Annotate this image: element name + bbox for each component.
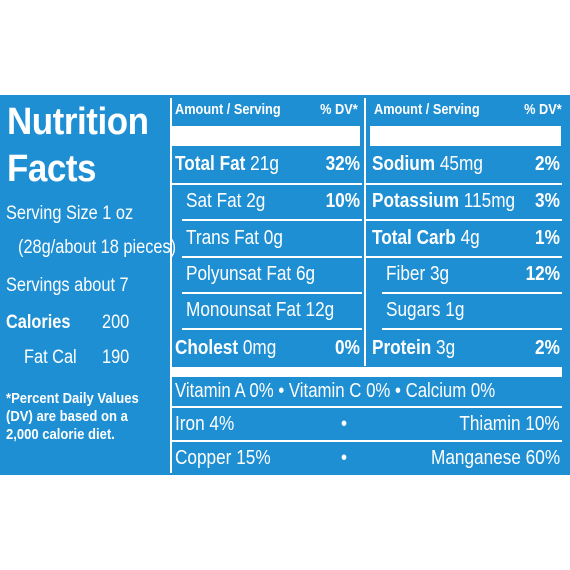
vitamin-row-sep — [172, 440, 562, 442]
nutrient-total-fat: Total Fat 21g — [175, 153, 279, 175]
amount-header-left: Amount / Serving — [175, 102, 281, 118]
bullet-separator: • — [341, 447, 348, 469]
row-sep — [366, 256, 562, 258]
row-sep — [182, 219, 362, 221]
nutrition-panel — [0, 95, 570, 475]
mineral-iron: Iron 4% — [175, 413, 235, 435]
nutrient-trans-fat: Trans Fat 0g — [186, 227, 283, 249]
calories-label: Calories — [6, 312, 71, 333]
dv-header-left: % DV* — [320, 102, 358, 118]
nutrient-sodium: Sodium 45mg — [372, 153, 483, 175]
mineral-manganese: Manganese 60% — [430, 447, 560, 469]
footnote-line-3: 2,000 calorie diet. — [6, 427, 115, 443]
nutrient-polyunsat-fat: Polyunsat Fat 6g — [186, 263, 316, 285]
nutrient-sugars: Sugars 1g — [386, 299, 465, 321]
serving-size-detail: (28g/about 18 pieces) — [18, 237, 177, 258]
amount-header-right: Amount / Serving — [374, 102, 480, 118]
vitamin-row-sep — [172, 406, 562, 408]
dv-header-right: % DV* — [524, 102, 562, 118]
row-sep — [182, 292, 362, 294]
dv-protein: 2% — [535, 337, 560, 359]
dv-potassium: 3% — [535, 190, 560, 212]
serving-size: Serving Size 1 oz — [6, 203, 134, 224]
dv-sodium: 2% — [535, 153, 560, 175]
nutrient-sat-fat: Sat Fat 2g — [186, 190, 266, 212]
row-sep — [366, 219, 562, 221]
row-sep — [366, 183, 562, 185]
dv-cholest: 0% — [335, 337, 360, 359]
row-sep — [182, 328, 362, 330]
dv-fiber: 12% — [525, 263, 560, 285]
footnote-line-2: (DV) are based on a — [6, 409, 128, 425]
servings-per-container: Servings about 7 — [6, 275, 129, 296]
table-left-rule — [170, 98, 172, 473]
nutrient-total-carb: Total Carb 4g — [372, 227, 480, 249]
dv-sat-fat: 10% — [325, 190, 360, 212]
fat-cal-label: Fat Cal — [24, 347, 77, 368]
calories-value: 200 — [102, 312, 130, 333]
footnote-line-1: *Percent Daily Values — [6, 391, 139, 407]
row-sep — [182, 256, 362, 258]
column-divider — [364, 98, 366, 366]
row-sep — [172, 183, 362, 185]
vitamins-line: Vitamin A 0% • Vitamin C 0% • Calcium 0% — [175, 380, 496, 402]
fat-cal-value: 190 — [102, 347, 130, 368]
title-facts: Facts — [7, 148, 97, 190]
nutrient-fiber: Fiber 3g — [386, 263, 450, 285]
row-sep — [382, 292, 562, 294]
row-sep — [382, 328, 562, 330]
mineral-thiamin: Thiamin 10% — [459, 413, 560, 435]
nutrient-monounsat-fat: Monounsat Fat 12g — [186, 299, 335, 321]
nutrient-protein: Protein 3g — [372, 337, 456, 359]
header-bar-right — [370, 126, 561, 146]
dv-total-fat: 32% — [325, 153, 360, 175]
vitamin-divider-bar — [172, 367, 562, 377]
header-bar-left — [172, 126, 360, 146]
title-nutrition: Nutrition — [7, 101, 149, 143]
nutrient-cholest: Cholest 0mg — [175, 337, 277, 359]
mineral-copper: Copper 15% — [175, 447, 271, 469]
nutrient-potassium: Potassium 115mg — [372, 190, 516, 212]
bullet-separator: • — [341, 413, 348, 435]
dv-total-carb: 1% — [535, 227, 560, 249]
